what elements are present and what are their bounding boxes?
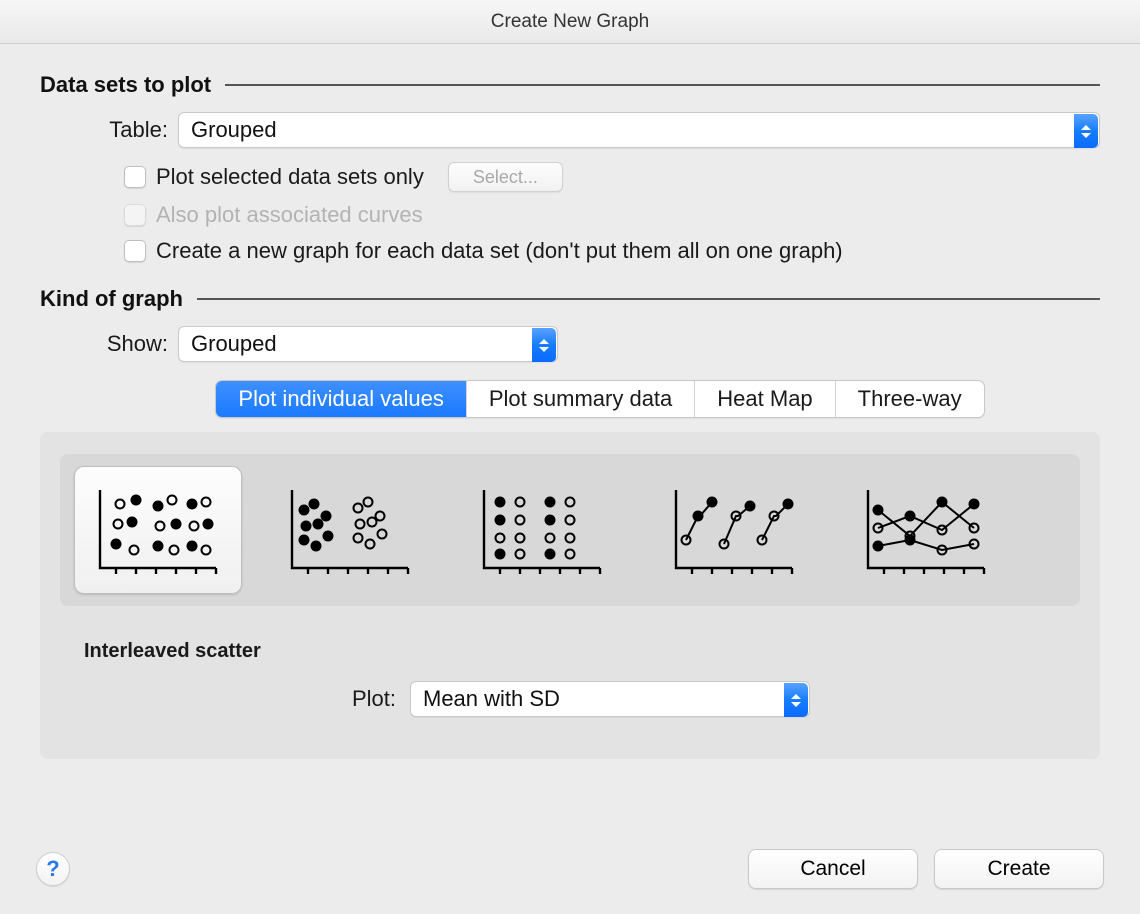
row-plot: Plot: Mean with SD — [60, 681, 1080, 717]
table-label: Table: — [74, 117, 168, 143]
updown-icon — [1074, 114, 1098, 148]
thumb-chart-icon — [856, 480, 996, 580]
thumbnail-strip — [60, 454, 1080, 606]
checkbox-assoc-curves — [124, 204, 146, 226]
section-rule — [225, 84, 1100, 86]
plot-select-value: Mean with SD — [411, 686, 572, 712]
thumb-chart-icon — [472, 480, 612, 580]
select-button[interactable]: Select... — [448, 162, 563, 192]
dialog-body: Data sets to plot Table: Grouped Plot se… — [0, 44, 1140, 759]
table-select[interactable]: Grouped — [178, 112, 1100, 148]
thumb-interleaved-scatter[interactable] — [74, 466, 242, 594]
show-label: Show: — [74, 331, 168, 357]
section-datasets-label: Data sets to plot — [40, 72, 225, 98]
updown-icon — [532, 328, 556, 362]
help-icon: ? — [46, 856, 59, 882]
checkbox-assoc-curves-label: Also plot associated curves — [156, 202, 423, 228]
section-kind-label: Kind of graph — [40, 286, 197, 312]
row-plot-selected: Plot selected data sets only Select... — [124, 162, 1100, 192]
dialog-window: Create New Graph Data sets to plot Table… — [0, 0, 1140, 914]
dialog-footer: ? Cancel Create — [0, 824, 1140, 914]
checkbox-plot-selected-label: Plot selected data sets only — [156, 164, 424, 190]
show-select-value: Grouped — [179, 331, 289, 357]
checkbox-plot-selected[interactable] — [124, 166, 146, 188]
help-button[interactable]: ? — [36, 852, 70, 886]
cancel-button[interactable]: Cancel — [748, 849, 918, 889]
create-button[interactable]: Create — [934, 849, 1104, 889]
tab-heat-map[interactable]: Heat Map — [695, 381, 835, 417]
table-select-value: Grouped — [179, 117, 289, 143]
checkbox-new-graph-each-label: Create a new graph for each data set (do… — [156, 238, 843, 264]
row-show: Show: Grouped — [74, 326, 1100, 362]
checkbox-new-graph-each[interactable] — [124, 240, 146, 262]
tab-plot-summary[interactable]: Plot summary data — [467, 381, 695, 417]
segmented-tabs: Plot individual values Plot summary data… — [215, 380, 984, 418]
row-assoc-curves: Also plot associated curves — [124, 202, 1100, 228]
thumb-aligned-dot[interactable] — [458, 466, 626, 594]
thumb-connected-lines[interactable] — [842, 466, 1010, 594]
graph-type-panel: Interleaved scatter Plot: Mean with SD — [40, 432, 1100, 759]
thumb-chart-icon — [664, 480, 804, 580]
row-new-graph-each: Create a new graph for each data set (do… — [124, 238, 1100, 264]
section-kind-header: Kind of graph — [40, 286, 1100, 312]
tab-three-way[interactable]: Three-way — [836, 381, 984, 417]
tab-plot-individual[interactable]: Plot individual values — [216, 381, 466, 417]
plot-label: Plot: — [110, 686, 410, 712]
updown-icon — [784, 683, 808, 717]
row-table: Table: Grouped — [74, 112, 1100, 148]
window-title: Create New Graph — [0, 0, 1140, 44]
thumb-chart-icon — [280, 480, 420, 580]
thumb-slope-groups[interactable] — [650, 466, 818, 594]
plot-select[interactable]: Mean with SD — [410, 681, 810, 717]
thumb-chart-icon — [88, 480, 228, 580]
subtype-title: Interleaved scatter — [84, 640, 1080, 663]
row-segmented: Plot individual values Plot summary data… — [100, 380, 1100, 418]
section-rule — [197, 298, 1100, 300]
section-datasets-header: Data sets to plot — [40, 72, 1100, 98]
show-select[interactable]: Grouped — [178, 326, 558, 362]
thumb-separated-scatter[interactable] — [266, 466, 434, 594]
